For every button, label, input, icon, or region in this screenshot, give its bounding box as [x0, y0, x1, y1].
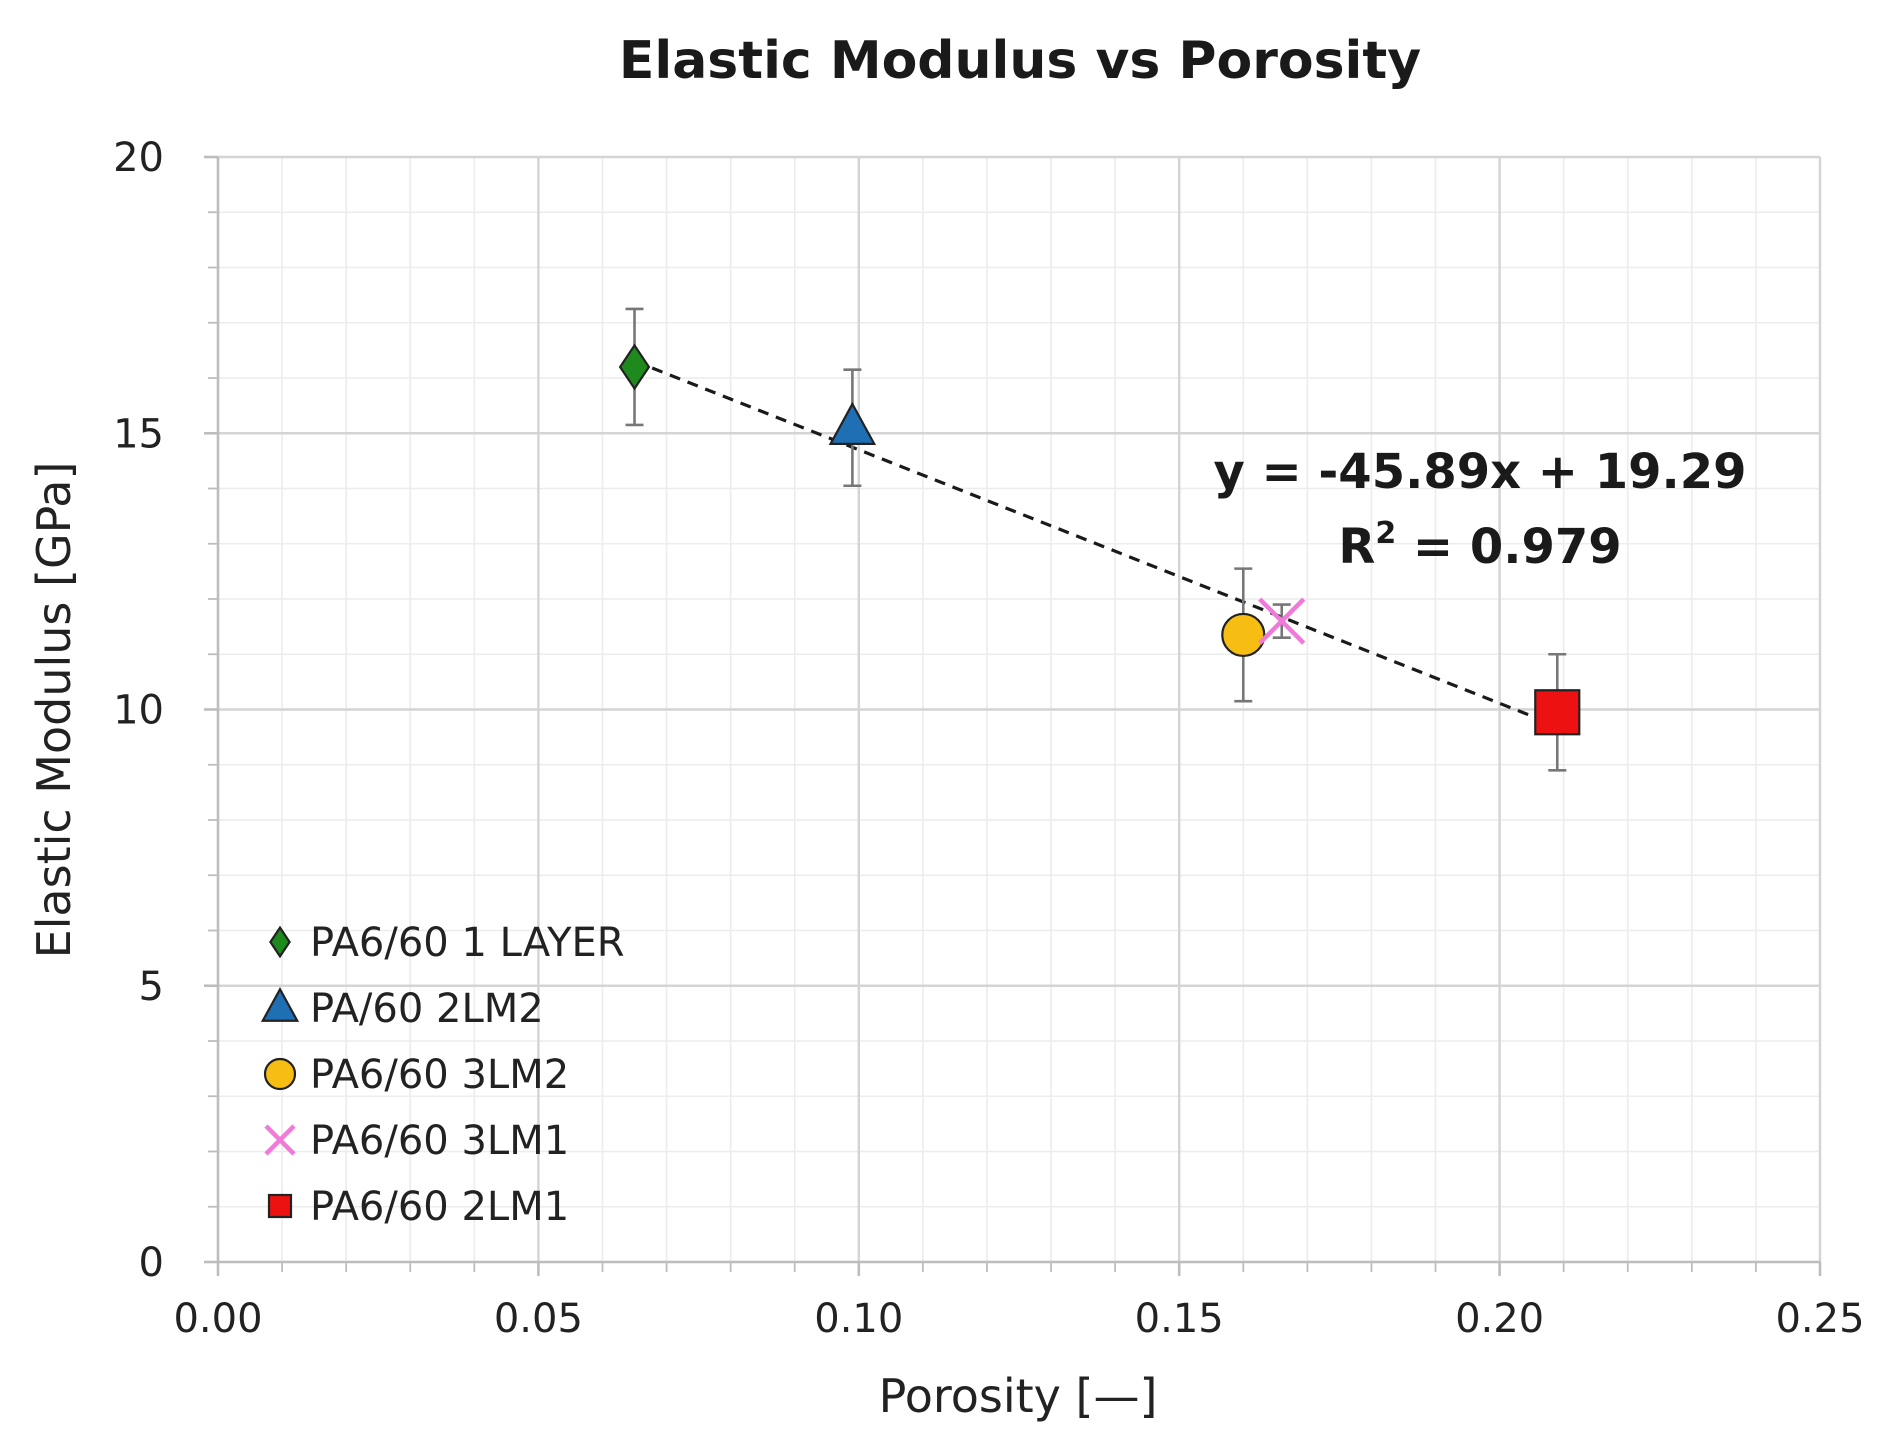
legend-label: PA6/60 3LM1: [310, 1118, 569, 1164]
x-tick-label: 0.05: [494, 1296, 583, 1342]
y-tick-label: 15: [113, 411, 164, 457]
data-marker: [828, 401, 877, 445]
legend-label: PA6/60 2LM1: [310, 1184, 569, 1230]
x-marker-stroke: [1258, 597, 1306, 645]
trendline-equation: y = -45.89x + 19.29: [1213, 444, 1746, 500]
trendline-group: [633, 359, 1558, 728]
x-tick-label: 0.25: [1775, 1296, 1864, 1342]
chart-title: Elastic Modulus vs Porosity: [619, 31, 1421, 91]
x-axis-title: Porosity [—]: [879, 1369, 1158, 1423]
r2-suffix: = 0.979: [1396, 519, 1621, 575]
legend-label: PA6/60 1 LAYER: [310, 920, 625, 966]
point-pa6-60-2lm1: [1534, 652, 1581, 772]
y-tick-label: 0: [139, 1240, 164, 1286]
legend-marker: [267, 1193, 293, 1219]
data-marker: [1258, 597, 1306, 645]
x-tick-label: 0.15: [1135, 1296, 1224, 1342]
legend-item: PA/60 2LM2: [260, 986, 544, 1032]
grid: [218, 155, 1822, 1262]
trendline: [633, 359, 1558, 728]
legend-item: PA6/60 3LM1: [264, 1118, 569, 1164]
y-tick-label: 10: [113, 688, 164, 734]
legend-marker: [260, 986, 300, 1022]
legend-label: PA/60 2LM2: [310, 986, 544, 1032]
data-marker: [618, 343, 651, 391]
r2-prefix: R: [1338, 519, 1375, 575]
legend-marker: [264, 1124, 296, 1156]
x-tick-label: 0.00: [173, 1296, 262, 1342]
legend-marker: [263, 1057, 297, 1091]
point-pa6-60-1-layer: [618, 307, 651, 427]
legend: PA6/60 1 LAYER PA/60 2LM2 PA6/60 3LM2 PA6/6…: [260, 920, 625, 1230]
y-axis-title: Elastic Modulus [GPa]: [27, 462, 81, 959]
legend-marker: [269, 925, 291, 959]
axes: 0.00 0.05 0.10 0.15 0.20 0.25 0 5 10 15 20: [113, 135, 1864, 1342]
point-pa6-60-3lm1: [1258, 597, 1306, 645]
data-marker: [1534, 689, 1581, 736]
data-marker: [1221, 612, 1266, 658]
x-marker-stroke: [264, 1124, 296, 1156]
legend-item: PA6/60 1 LAYER: [269, 920, 625, 966]
x-tick-label: 0.10: [814, 1296, 903, 1342]
point-pa-60-2lm2: [828, 368, 877, 488]
data-points: [618, 307, 1581, 772]
x-tick-label: 0.20: [1455, 1296, 1544, 1342]
legend-label: PA6/60 3LM2: [310, 1052, 569, 1098]
trendline-r-squared: R2 = 0.979: [1338, 516, 1621, 575]
y-tick-label: 20: [113, 135, 164, 181]
legend-item: PA6/60 2LM1: [267, 1184, 569, 1230]
point-pa6-60-3lm2: [1221, 567, 1266, 703]
r2-superscript: 2: [1375, 516, 1396, 551]
legend-item: PA6/60 3LM2: [263, 1052, 569, 1098]
chart-text: Elastic Modulus vs Porosity Porosity [—]…: [27, 31, 1747, 1423]
y-tick-label: 5: [139, 964, 164, 1010]
